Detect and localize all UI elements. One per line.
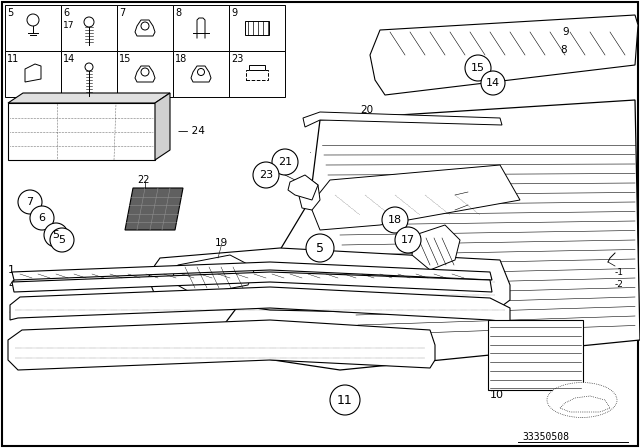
Bar bbox=[229, 5, 285, 51]
Text: 7: 7 bbox=[26, 197, 33, 207]
Text: 23: 23 bbox=[259, 170, 273, 180]
Circle shape bbox=[30, 206, 54, 230]
Text: 5: 5 bbox=[58, 235, 65, 245]
Bar bbox=[229, 51, 285, 97]
Text: 8: 8 bbox=[560, 45, 566, 55]
Polygon shape bbox=[125, 188, 183, 230]
Text: 3: 3 bbox=[8, 305, 15, 315]
Text: 14: 14 bbox=[486, 78, 500, 88]
Text: 1: 1 bbox=[8, 265, 15, 275]
Circle shape bbox=[272, 149, 298, 175]
Circle shape bbox=[44, 223, 68, 247]
Polygon shape bbox=[8, 320, 435, 370]
Bar bbox=[8, 103, 155, 160]
Bar bbox=[173, 51, 229, 97]
Polygon shape bbox=[25, 64, 41, 82]
Text: 11: 11 bbox=[7, 54, 19, 64]
Text: 21: 21 bbox=[278, 157, 292, 167]
Text: 10: 10 bbox=[490, 390, 504, 400]
Text: 23: 23 bbox=[231, 54, 243, 64]
Circle shape bbox=[253, 162, 279, 188]
Text: 6: 6 bbox=[63, 8, 69, 18]
Text: 18: 18 bbox=[388, 215, 402, 225]
Text: 11: 11 bbox=[337, 393, 353, 406]
Text: 33350508: 33350508 bbox=[522, 432, 569, 442]
Text: 17: 17 bbox=[401, 235, 415, 245]
Bar bbox=[249, 65, 265, 70]
Text: 9: 9 bbox=[562, 27, 568, 37]
Polygon shape bbox=[155, 93, 170, 160]
Text: 5: 5 bbox=[7, 8, 13, 18]
Circle shape bbox=[382, 207, 408, 233]
Circle shape bbox=[50, 228, 74, 252]
Bar bbox=[61, 51, 117, 97]
Text: 16: 16 bbox=[468, 200, 481, 210]
Text: -2: -2 bbox=[615, 280, 624, 289]
Circle shape bbox=[330, 385, 360, 415]
Text: 14: 14 bbox=[63, 54, 76, 64]
Polygon shape bbox=[135, 66, 155, 82]
Bar bbox=[5, 5, 61, 51]
Text: 5: 5 bbox=[52, 230, 60, 240]
Bar bbox=[117, 51, 173, 97]
Polygon shape bbox=[148, 248, 510, 315]
FancyArrowPatch shape bbox=[27, 68, 39, 77]
Polygon shape bbox=[288, 175, 318, 200]
Text: 2002 BMW 525i Trim Panel, Rear Diagram 1: 2002 BMW 525i Trim Panel, Rear Diagram 1 bbox=[305, 8, 335, 9]
Text: 18: 18 bbox=[175, 54, 188, 64]
Polygon shape bbox=[172, 255, 255, 295]
Text: 4: 4 bbox=[8, 280, 15, 290]
Polygon shape bbox=[135, 20, 155, 36]
Text: 17: 17 bbox=[63, 21, 74, 30]
Text: 5: 5 bbox=[316, 241, 324, 254]
Text: 6: 6 bbox=[38, 213, 45, 223]
Polygon shape bbox=[310, 165, 520, 230]
Bar bbox=[246, 70, 268, 80]
Circle shape bbox=[465, 55, 491, 81]
Text: 21: 21 bbox=[310, 151, 312, 152]
Bar bbox=[61, 5, 117, 51]
Bar bbox=[5, 51, 61, 97]
Text: 8: 8 bbox=[175, 8, 181, 18]
Polygon shape bbox=[220, 100, 640, 370]
Text: 13: 13 bbox=[468, 187, 481, 197]
Circle shape bbox=[18, 190, 42, 214]
Circle shape bbox=[481, 71, 505, 95]
Bar bbox=[173, 5, 229, 51]
Polygon shape bbox=[412, 225, 460, 270]
Text: 2: 2 bbox=[8, 345, 15, 355]
Bar bbox=[245, 21, 269, 35]
Polygon shape bbox=[191, 66, 211, 82]
Polygon shape bbox=[295, 178, 320, 210]
Polygon shape bbox=[12, 262, 492, 280]
Polygon shape bbox=[370, 15, 638, 95]
Polygon shape bbox=[303, 112, 502, 127]
Text: 19: 19 bbox=[215, 238, 228, 248]
Polygon shape bbox=[8, 93, 170, 103]
Polygon shape bbox=[12, 272, 492, 292]
Bar bbox=[117, 5, 173, 51]
Text: -1: -1 bbox=[615, 267, 624, 276]
Text: 7: 7 bbox=[119, 8, 125, 18]
Polygon shape bbox=[10, 287, 510, 322]
Text: 15: 15 bbox=[471, 63, 485, 73]
Text: — 24: — 24 bbox=[178, 126, 205, 136]
Ellipse shape bbox=[547, 383, 617, 418]
Text: 15: 15 bbox=[119, 54, 131, 64]
Bar bbox=[488, 320, 583, 390]
Text: 9: 9 bbox=[231, 8, 237, 18]
Text: 22: 22 bbox=[137, 175, 150, 185]
Circle shape bbox=[395, 227, 421, 253]
Circle shape bbox=[306, 234, 334, 262]
Text: 20: 20 bbox=[360, 105, 373, 115]
